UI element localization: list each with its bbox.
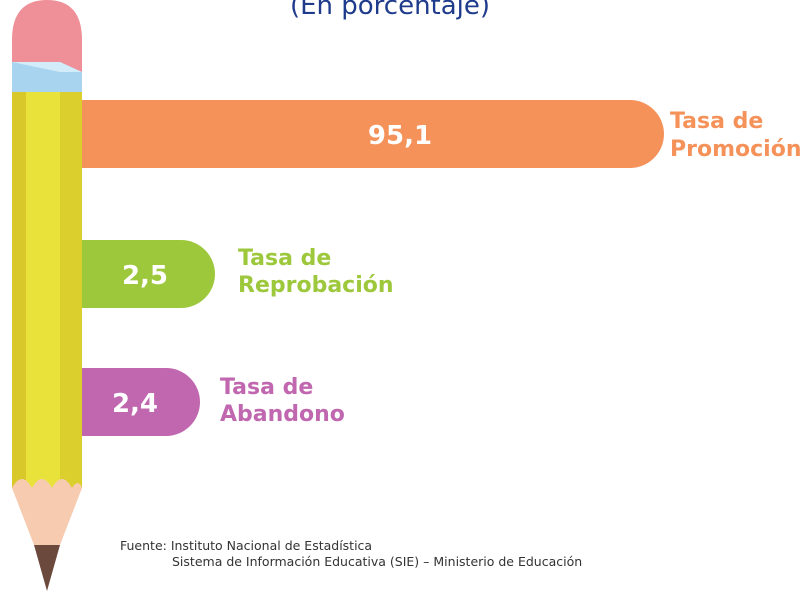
page: {"header": {"subtitle": "(En porcentaje)… <box>0 0 805 591</box>
value-label: 95,1 <box>368 121 432 151</box>
category-label: Promoción <box>670 137 801 162</box>
infographic: (En porcentaje) 95,1 Tasa de Promoción 2… <box>0 0 805 591</box>
category-label: Tasa de <box>670 109 763 134</box>
value-label: 2,4 <box>112 389 158 419</box>
category-label: Tasa de <box>238 246 331 271</box>
category-label: Tasa de <box>220 375 313 400</box>
pencil <box>12 0 82 591</box>
category-label: Abandono <box>220 402 345 427</box>
category-label: Reprobación <box>238 273 394 298</box>
value-label: 2,5 <box>122 261 168 291</box>
source-line: Sistema de Información Educativa (SIE) –… <box>172 554 582 569</box>
source-line: Fuente: Instituto Nacional de Estadístic… <box>120 538 372 553</box>
subtitle: (En porcentaje) <box>290 0 490 21</box>
